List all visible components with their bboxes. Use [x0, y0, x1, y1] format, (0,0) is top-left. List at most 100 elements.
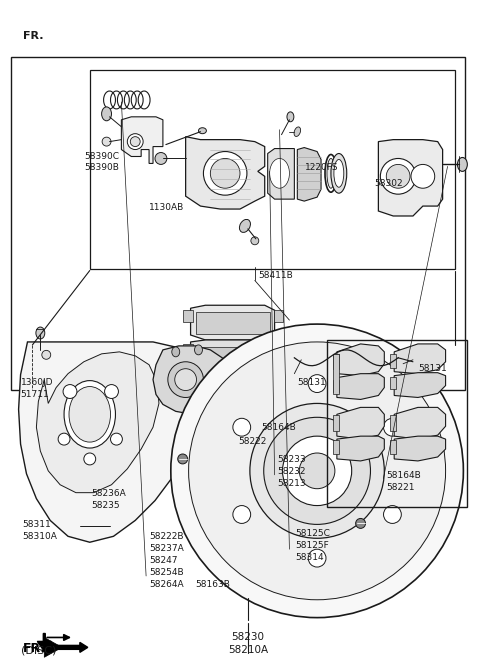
Text: 51711: 51711: [21, 389, 49, 399]
Circle shape: [84, 453, 96, 465]
Polygon shape: [378, 140, 443, 216]
Circle shape: [63, 385, 77, 398]
Circle shape: [411, 164, 435, 188]
Text: 58164B: 58164B: [386, 471, 421, 480]
Text: 1130AB: 1130AB: [149, 203, 184, 212]
Circle shape: [264, 418, 371, 524]
Text: 58235: 58235: [92, 500, 120, 510]
Circle shape: [233, 506, 251, 524]
Polygon shape: [183, 310, 192, 322]
Text: 58264A: 58264A: [149, 580, 184, 589]
Ellipse shape: [287, 112, 294, 122]
Text: 58311: 58311: [23, 520, 51, 530]
Circle shape: [384, 506, 401, 524]
Bar: [333, 379, 339, 391]
Ellipse shape: [331, 154, 347, 193]
Text: 58232: 58232: [277, 467, 306, 476]
Bar: [333, 354, 339, 393]
Bar: [327, 340, 468, 506]
Text: 58390C: 58390C: [84, 152, 119, 160]
Text: 1220FS: 1220FS: [305, 164, 339, 172]
Circle shape: [171, 324, 463, 618]
Circle shape: [58, 433, 70, 445]
Circle shape: [283, 436, 352, 506]
Bar: [333, 354, 339, 369]
Ellipse shape: [327, 158, 335, 188]
Polygon shape: [268, 148, 294, 199]
Ellipse shape: [42, 350, 51, 359]
Circle shape: [380, 158, 416, 194]
Text: 58163B: 58163B: [195, 580, 230, 589]
Bar: [195, 312, 270, 334]
Text: 58125C: 58125C: [295, 529, 330, 538]
Text: 58131: 58131: [297, 377, 326, 387]
Polygon shape: [274, 310, 284, 322]
Text: 58222B: 58222B: [149, 532, 183, 541]
Text: 58237A: 58237A: [149, 544, 184, 553]
Circle shape: [155, 152, 167, 164]
Circle shape: [308, 375, 326, 393]
Text: FR.: FR.: [23, 643, 46, 655]
Bar: [333, 440, 339, 454]
Polygon shape: [191, 305, 275, 340]
Ellipse shape: [294, 127, 300, 136]
Polygon shape: [19, 342, 208, 542]
Circle shape: [233, 418, 251, 436]
Ellipse shape: [457, 158, 468, 172]
Circle shape: [127, 134, 143, 150]
Bar: [390, 415, 396, 431]
Text: 58221: 58221: [386, 483, 415, 492]
Polygon shape: [191, 340, 275, 371]
Ellipse shape: [172, 347, 180, 357]
Polygon shape: [394, 344, 445, 373]
Circle shape: [356, 518, 366, 528]
Circle shape: [250, 403, 384, 538]
FancyArrow shape: [54, 643, 88, 653]
Polygon shape: [183, 344, 192, 355]
Text: 58254B: 58254B: [149, 568, 184, 577]
Polygon shape: [337, 436, 384, 461]
Ellipse shape: [102, 107, 111, 121]
Polygon shape: [121, 117, 163, 164]
Text: 58230: 58230: [231, 633, 264, 643]
Polygon shape: [337, 407, 384, 439]
Text: 58310A: 58310A: [23, 532, 58, 541]
Circle shape: [168, 362, 204, 397]
Polygon shape: [186, 137, 264, 209]
Bar: [390, 440, 396, 454]
Circle shape: [210, 158, 240, 188]
Ellipse shape: [69, 387, 110, 442]
Text: 58164B: 58164B: [262, 424, 297, 432]
Text: 58236A: 58236A: [92, 489, 127, 498]
Polygon shape: [394, 436, 445, 461]
Circle shape: [110, 433, 122, 445]
Ellipse shape: [270, 158, 289, 188]
Circle shape: [130, 137, 140, 146]
Circle shape: [178, 454, 188, 464]
Circle shape: [204, 152, 247, 195]
Circle shape: [105, 385, 119, 398]
Text: 58302: 58302: [374, 179, 403, 188]
Circle shape: [386, 164, 410, 188]
Text: 58247: 58247: [149, 556, 178, 565]
Polygon shape: [297, 148, 321, 201]
Ellipse shape: [334, 160, 344, 187]
Text: 58125F: 58125F: [295, 541, 329, 550]
Polygon shape: [394, 407, 445, 439]
Text: 1360JD: 1360JD: [21, 377, 53, 387]
Polygon shape: [337, 373, 384, 399]
Ellipse shape: [194, 345, 203, 355]
Bar: [90, 70, 456, 269]
Bar: [390, 377, 396, 389]
Polygon shape: [153, 346, 232, 414]
Text: 58314: 58314: [295, 553, 324, 562]
Ellipse shape: [240, 219, 251, 232]
FancyArrow shape: [37, 633, 51, 651]
Text: (DISC): (DISC): [21, 645, 56, 655]
Circle shape: [189, 342, 445, 600]
Text: 58210A: 58210A: [228, 645, 268, 655]
Text: 58131: 58131: [418, 364, 447, 373]
Polygon shape: [36, 352, 159, 493]
Circle shape: [308, 549, 326, 567]
Polygon shape: [44, 637, 62, 657]
